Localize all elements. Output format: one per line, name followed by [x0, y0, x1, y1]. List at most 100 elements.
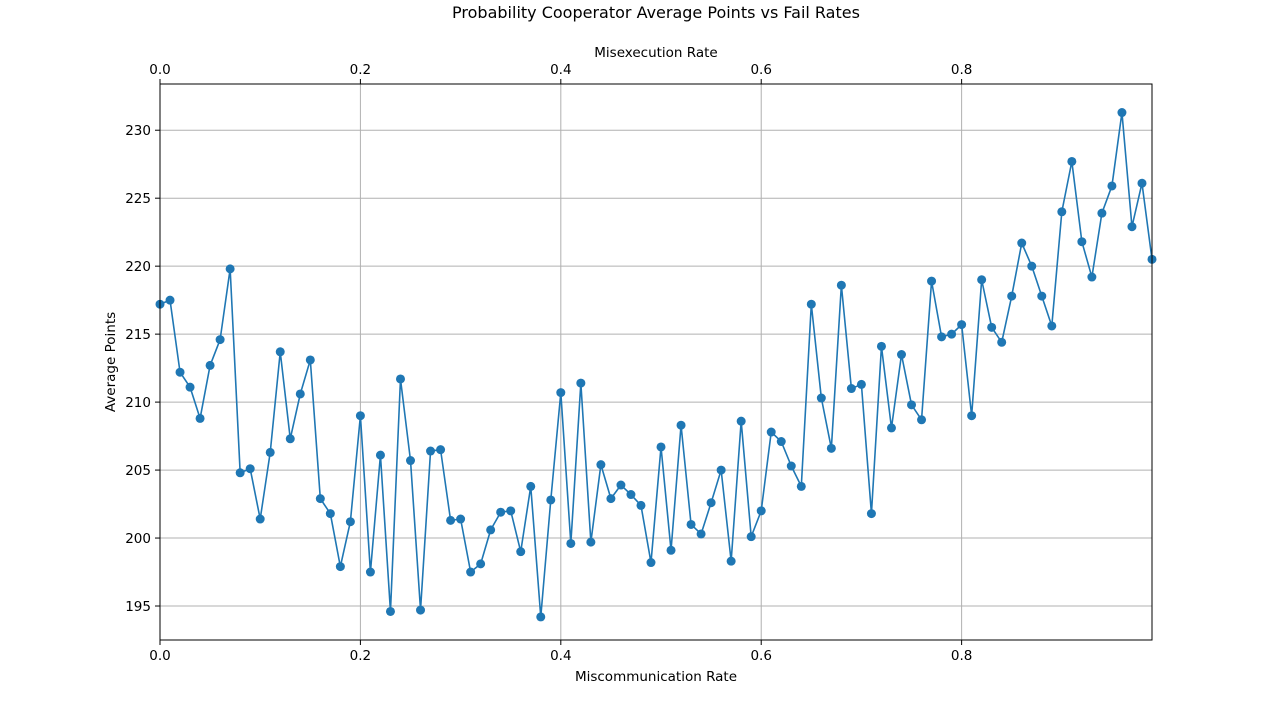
data-point — [295, 389, 305, 399]
data-point — [967, 411, 977, 421]
data-point — [185, 382, 195, 392]
data-point — [255, 514, 265, 524]
data-point — [315, 494, 325, 504]
data-point — [506, 506, 516, 516]
plot-area-frame — [159, 83, 1153, 641]
chart-title: Probability Cooperator Average Points vs… — [452, 3, 860, 22]
data-point — [1007, 291, 1017, 301]
data-point — [566, 538, 576, 548]
y-tick-label: 200 — [125, 531, 151, 547]
x-axis-top-label: Misexecution Rate — [594, 45, 717, 61]
series-group — [155, 108, 1157, 622]
data-point — [816, 393, 826, 403]
data-point — [305, 355, 315, 365]
data-point — [726, 556, 736, 566]
data-point — [1117, 108, 1127, 118]
data-point — [696, 529, 706, 539]
x-tick-label: 0.4 — [550, 648, 571, 664]
data-point — [626, 490, 636, 500]
data-point — [275, 347, 285, 357]
data-point — [456, 514, 466, 524]
data-point — [225, 264, 235, 274]
data-point — [977, 275, 987, 285]
data-point — [496, 507, 506, 517]
x-top-tick-label: 0.6 — [750, 62, 771, 78]
data-point — [345, 517, 355, 527]
data-point — [716, 465, 726, 475]
data-point — [997, 337, 1007, 347]
data-point — [1107, 181, 1117, 191]
data-point — [676, 420, 686, 430]
data-point — [656, 442, 666, 452]
data-point — [606, 494, 616, 504]
data-point — [335, 562, 345, 572]
x-top-tick-label: 0.8 — [951, 62, 972, 78]
data-point — [1047, 321, 1057, 331]
data-point — [476, 559, 486, 569]
data-point — [917, 415, 927, 425]
data-point — [596, 460, 606, 470]
x-axis-label: Miscommunication Rate — [575, 669, 737, 685]
data-point — [646, 558, 656, 568]
data-point — [355, 411, 365, 421]
data-point — [426, 446, 436, 456]
data-point — [576, 378, 586, 388]
data-point — [896, 350, 906, 360]
series-line — [159, 111, 1153, 618]
data-point — [937, 332, 947, 342]
data-point — [215, 335, 225, 345]
data-point — [416, 605, 426, 615]
data-point — [826, 443, 836, 453]
y-axis-label: Average Points — [103, 312, 119, 412]
data-point — [706, 498, 716, 508]
data-point — [546, 495, 556, 505]
x-top-tick-label: 0.4 — [550, 62, 571, 78]
data-point — [285, 434, 295, 444]
grid — [159, 84, 1152, 640]
y-tick-label: 230 — [125, 123, 151, 139]
data-point — [325, 509, 335, 519]
data-point — [736, 416, 746, 426]
data-point — [756, 506, 766, 516]
data-point — [776, 437, 786, 447]
data-point — [265, 447, 275, 457]
data-point — [395, 374, 405, 384]
x-tick-label: 0.0 — [149, 648, 170, 664]
data-point — [927, 276, 937, 286]
data-point — [957, 320, 967, 330]
data-point — [446, 515, 456, 525]
data-point — [586, 537, 596, 547]
data-point — [1127, 222, 1137, 232]
data-point — [195, 413, 205, 423]
data-point — [385, 606, 395, 616]
data-point — [1037, 291, 1047, 301]
data-point — [365, 567, 375, 577]
y-tick-label: 205 — [125, 463, 151, 479]
data-point — [1097, 208, 1107, 218]
data-point — [375, 450, 385, 460]
data-point — [235, 468, 245, 478]
data-point — [636, 500, 646, 510]
x-top-tick-label: 0.0 — [149, 62, 170, 78]
data-point — [836, 280, 846, 290]
data-point — [406, 456, 416, 466]
data-point — [245, 464, 255, 474]
data-point — [947, 329, 957, 339]
data-point — [907, 400, 917, 410]
x-tick-label: 0.8 — [951, 648, 972, 664]
data-point — [1087, 272, 1097, 282]
data-point — [165, 295, 175, 305]
data-point — [536, 612, 546, 622]
data-point — [666, 545, 676, 555]
data-point — [1137, 178, 1147, 188]
y-tick-label: 215 — [125, 327, 151, 343]
y-tick-label: 195 — [125, 599, 151, 615]
data-point — [175, 367, 185, 377]
y-tick-label: 220 — [125, 259, 151, 275]
data-point — [436, 445, 446, 455]
data-point — [526, 481, 536, 491]
data-point — [1057, 207, 1067, 217]
data-point — [786, 461, 796, 471]
